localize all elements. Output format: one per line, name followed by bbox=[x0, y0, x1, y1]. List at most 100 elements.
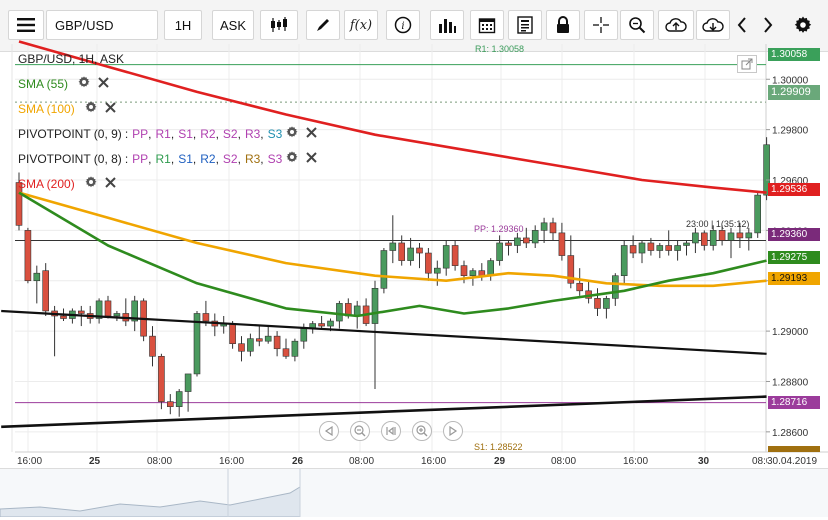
zoom-out-button[interactable] bbox=[350, 421, 370, 441]
function-button[interactable]: f(x) bbox=[344, 10, 378, 40]
pp-annotation: PP: 1.29360 bbox=[474, 224, 524, 234]
trend-line-lower bbox=[1, 395, 767, 429]
scroll-left-button[interactable] bbox=[730, 10, 754, 40]
volume-button[interactable] bbox=[430, 10, 464, 40]
candle-body bbox=[238, 343, 245, 352]
zoom-icon bbox=[629, 17, 646, 34]
navigator-strip[interactable] bbox=[0, 468, 828, 518]
candle-body bbox=[389, 242, 397, 251]
news-button[interactable] bbox=[508, 10, 542, 40]
triangle-right-icon bbox=[449, 426, 458, 436]
s1-price-label: 1.28716 bbox=[768, 396, 820, 409]
pivot1-sep: , bbox=[148, 126, 152, 141]
sma200-close-icon[interactable] bbox=[104, 176, 116, 191]
timeframe-label: 1H bbox=[174, 17, 192, 33]
pivot2-sep: , bbox=[260, 151, 264, 166]
scroll-right-button[interactable] bbox=[756, 10, 780, 40]
pivot1-sep: , bbox=[237, 126, 241, 141]
lock-button[interactable] bbox=[546, 10, 580, 40]
candle-body bbox=[629, 245, 637, 254]
candle-body bbox=[727, 232, 735, 241]
pivot2-r2: R2 bbox=[200, 151, 216, 166]
sma100-gear-icon[interactable] bbox=[85, 101, 97, 116]
pivot2-gear-icon[interactable] bbox=[286, 151, 298, 166]
y-tick-label: 1.28800 bbox=[772, 377, 809, 388]
toolbar: GBP/USD 1H ASK f(x) i bbox=[0, 0, 828, 52]
candle-body bbox=[291, 340, 299, 357]
candle-body bbox=[656, 245, 664, 251]
chart-type-button[interactable] bbox=[260, 10, 298, 40]
candle-body bbox=[371, 287, 379, 324]
candle-body bbox=[104, 300, 112, 317]
sma200-line bbox=[18, 40, 767, 194]
pivot1-close-icon[interactable] bbox=[306, 126, 318, 141]
pp-price-label: 1.29360 bbox=[768, 228, 820, 241]
nav-back-button[interactable] bbox=[319, 421, 339, 441]
calendar-button[interactable] bbox=[470, 10, 504, 40]
reset-zoom-button[interactable] bbox=[381, 421, 401, 441]
bar-chart-icon bbox=[439, 19, 456, 33]
pivot1-colon: : bbox=[124, 126, 129, 141]
x-label: 16:00 bbox=[219, 456, 245, 467]
candle-body bbox=[700, 232, 708, 246]
candle-body bbox=[763, 144, 770, 196]
candle-body bbox=[60, 315, 67, 319]
popout-button[interactable] bbox=[737, 55, 757, 73]
sma200-price-label: 1.29536 bbox=[768, 183, 820, 196]
candle-body bbox=[433, 267, 441, 274]
upload-icon bbox=[665, 18, 687, 32]
candle-body bbox=[576, 282, 584, 292]
y-tick-label: 1.29600 bbox=[772, 176, 809, 187]
pivot2-close-icon[interactable] bbox=[306, 151, 318, 166]
r1-price-label: 1.30058 bbox=[768, 48, 820, 61]
settings-button[interactable] bbox=[788, 10, 818, 40]
candle-body bbox=[522, 237, 530, 244]
candle-body bbox=[603, 298, 610, 309]
price-side-button[interactable]: ASK bbox=[212, 10, 254, 40]
candle-body bbox=[113, 313, 121, 317]
candle-body bbox=[255, 338, 263, 342]
sma100-close-icon[interactable] bbox=[104, 101, 116, 116]
download-button[interactable] bbox=[696, 10, 730, 40]
sma200-gear-icon[interactable] bbox=[85, 176, 97, 191]
zoom-in-icon bbox=[416, 425, 428, 437]
candle-body bbox=[15, 182, 23, 226]
zoom-in-button[interactable] bbox=[412, 421, 432, 441]
trend-line-upper bbox=[1, 309, 767, 355]
candle-body bbox=[247, 338, 254, 352]
draw-button[interactable] bbox=[306, 10, 340, 40]
crosshair-button[interactable] bbox=[584, 10, 618, 40]
candle-body bbox=[300, 328, 308, 342]
symbol-selector[interactable]: GBP/USD bbox=[46, 10, 158, 40]
pivot2-r3: R3 bbox=[244, 151, 261, 166]
candle-body bbox=[611, 275, 619, 299]
legend-sma200: SMA (200) bbox=[18, 176, 116, 191]
nav-forward-button[interactable] bbox=[443, 421, 463, 441]
candle-body bbox=[469, 270, 477, 277]
candle-body bbox=[736, 232, 744, 239]
candle-body bbox=[42, 270, 50, 312]
y-tick-label: 1.29800 bbox=[772, 126, 809, 137]
upload-button[interactable] bbox=[658, 10, 694, 40]
info-button[interactable]: i bbox=[386, 10, 420, 40]
pivot-levels bbox=[15, 64, 766, 404]
menu-button[interactable] bbox=[8, 10, 44, 40]
sma100-line bbox=[18, 191, 767, 288]
pivot1-s1: S1 bbox=[178, 126, 193, 141]
sma55-close-icon[interactable] bbox=[98, 76, 109, 91]
candle-body bbox=[193, 313, 201, 375]
sma55-gear-icon[interactable] bbox=[78, 76, 90, 91]
zoom-button[interactable] bbox=[620, 10, 654, 40]
info-icon: i bbox=[394, 16, 412, 34]
candle-body bbox=[496, 242, 503, 261]
timeframe-button[interactable]: 1H bbox=[164, 10, 202, 40]
reset-icon bbox=[386, 426, 396, 436]
pivot1-gear-icon[interactable] bbox=[286, 126, 298, 141]
pivot2-sep: , bbox=[192, 151, 197, 166]
candle-body bbox=[380, 250, 388, 289]
pivot2-label: PIVOTPOINT (0, 8) bbox=[18, 151, 122, 166]
sma200-label: SMA (200) bbox=[18, 176, 75, 191]
x-label: 16:00 bbox=[421, 456, 447, 467]
candle-body bbox=[487, 260, 495, 277]
